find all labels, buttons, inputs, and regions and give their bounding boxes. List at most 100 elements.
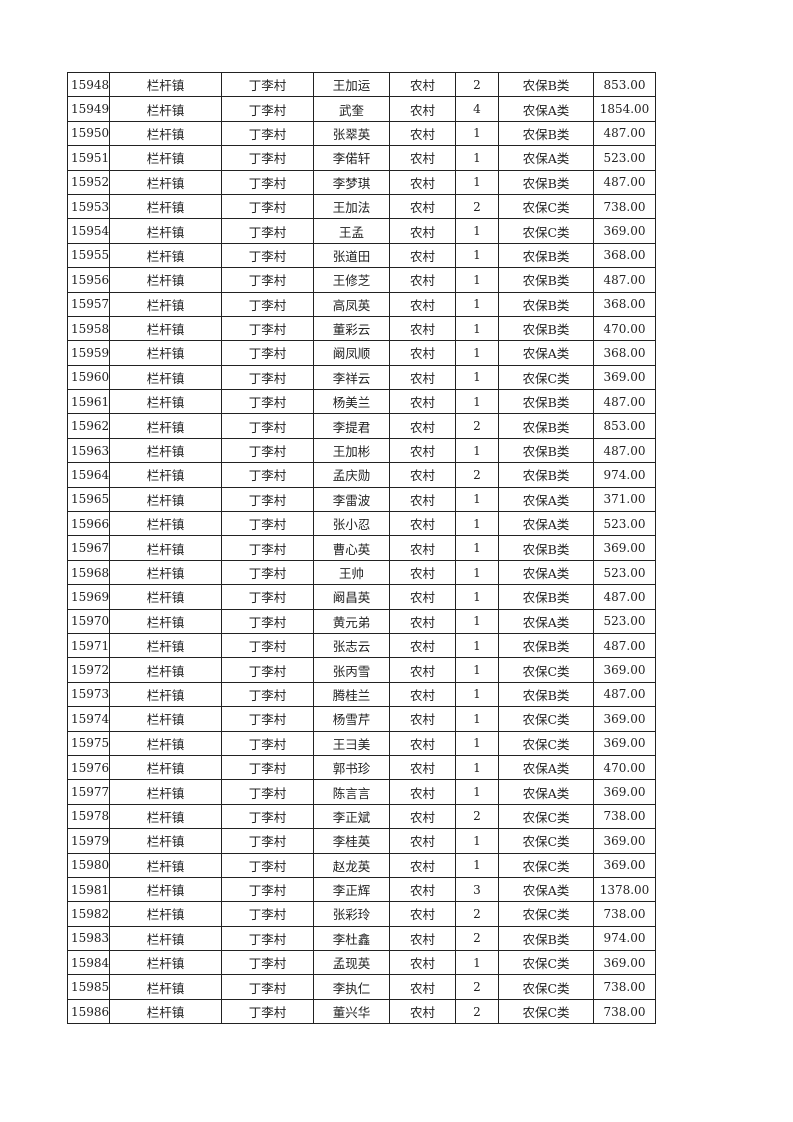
cell-amount: 523.00: [593, 511, 656, 537]
cell-row-id: 15970: [67, 608, 110, 634]
table-row: 15951 栏杆镇 丁李村 李偌轩 农村 1 农保A类 523.00: [67, 145, 656, 171]
cell-town: 栏杆镇: [109, 974, 222, 1000]
cell-row-id: 15978: [67, 803, 110, 830]
cell-insurance-category: 农保C类: [498, 803, 594, 830]
cell-amount: 369.00: [593, 730, 656, 756]
cell-area-type: 农村: [389, 632, 456, 659]
cell-person-name: 孟现英: [313, 950, 390, 976]
cell-person-name: 曹心英: [313, 535, 390, 561]
cell-town: 栏杆镇: [109, 950, 222, 976]
cell-household-count: 1: [455, 486, 499, 513]
table-row: 15986 栏杆镇 丁李村 董兴华 农村 2 农保C类 738.00: [67, 998, 656, 1025]
cell-village: 丁李村: [221, 828, 314, 854]
cell-village: 丁李村: [221, 901, 314, 927]
table-row: 15965 栏杆镇 丁李村 李雷波 农村 1 农保A类 371.00: [67, 486, 656, 513]
cell-person-name: 王加运: [313, 71, 390, 98]
cell-amount: 738.00: [593, 974, 656, 1000]
cell-village: 丁李村: [221, 998, 314, 1025]
cell-row-id: 15949: [67, 96, 110, 122]
cell-area-type: 农村: [389, 315, 456, 342]
cell-village: 丁李村: [221, 803, 314, 830]
cell-row-id: 15976: [67, 754, 110, 781]
cell-amount: 523.00: [593, 559, 656, 586]
cell-row-id: 15979: [67, 828, 110, 854]
cell-town: 栏杆镇: [109, 71, 222, 98]
cell-insurance-category: 农保B类: [498, 462, 594, 488]
table-row: 15977 栏杆镇 丁李村 陈言言 农村 1 农保A类 369.00: [67, 779, 656, 805]
cell-insurance-category: 农保B类: [498, 535, 594, 561]
cell-person-name: 李杜鑫: [313, 925, 390, 952]
cell-village: 丁李村: [221, 681, 314, 708]
cell-person-name: 李桂英: [313, 828, 390, 854]
cell-area-type: 农村: [389, 950, 456, 976]
cell-village: 丁李村: [221, 559, 314, 586]
cell-amount: 738.00: [593, 998, 656, 1025]
cell-amount: 974.00: [593, 462, 656, 488]
cell-person-name: 高凤英: [313, 291, 390, 317]
cell-village: 丁李村: [221, 925, 314, 952]
cell-area-type: 农村: [389, 437, 456, 464]
cell-amount: 738.00: [593, 803, 656, 830]
table-row: 15948 栏杆镇 丁李村 王加运 农村 2 农保B类 853.00: [67, 71, 656, 98]
cell-amount: 523.00: [593, 608, 656, 634]
cell-row-id: 15972: [67, 657, 110, 683]
cell-area-type: 农村: [389, 340, 456, 366]
cell-amount: 487.00: [593, 169, 656, 195]
cell-person-name: 赵龙英: [313, 852, 390, 878]
cell-village: 丁李村: [221, 852, 314, 878]
cell-person-name: 张丙雪: [313, 657, 390, 683]
cell-village: 丁李村: [221, 340, 314, 366]
table-row: 15963 栏杆镇 丁李村 王加彬 农村 1 农保B类 487.00: [67, 437, 656, 464]
cell-area-type: 农村: [389, 242, 456, 269]
cell-area-type: 农村: [389, 535, 456, 561]
cell-town: 栏杆镇: [109, 730, 222, 756]
cell-person-name: 张彩玲: [313, 901, 390, 927]
cell-area-type: 农村: [389, 706, 456, 732]
table-row: 15968 栏杆镇 丁李村 王帅 农村 1 农保A类 523.00: [67, 559, 656, 586]
cell-village: 丁李村: [221, 389, 314, 415]
table-row: 15974 栏杆镇 丁李村 杨雪芹 农村 1 农保C类 369.00: [67, 706, 656, 732]
cell-town: 栏杆镇: [109, 511, 222, 537]
cell-household-count: 1: [455, 828, 499, 854]
cell-amount: 487.00: [593, 389, 656, 415]
cell-village: 丁李村: [221, 169, 314, 195]
table-row: 15979 栏杆镇 丁李村 李桂英 农村 1 农保C类 369.00: [67, 828, 656, 854]
table-row: 15973 栏杆镇 丁李村 腾桂兰 农村 1 农保B类 487.00: [67, 681, 656, 708]
cell-village: 丁李村: [221, 535, 314, 561]
table-row: 15981 栏杆镇 丁李村 李正辉 农村 3 农保A类 1378.00: [67, 876, 656, 903]
cell-row-id: 15985: [67, 974, 110, 1000]
cell-person-name: 杨雪芹: [313, 706, 390, 732]
cell-village: 丁李村: [221, 876, 314, 903]
cell-area-type: 农村: [389, 779, 456, 805]
cell-area-type: 农村: [389, 389, 456, 415]
cell-village: 丁李村: [221, 608, 314, 634]
table-row: 15957 栏杆镇 丁李村 高凤英 农村 1 农保B类 368.00: [67, 291, 656, 317]
cell-amount: 853.00: [593, 71, 656, 98]
cell-insurance-category: 农保B类: [498, 584, 594, 610]
cell-household-count: 1: [455, 950, 499, 976]
cell-person-name: 阚昌英: [313, 584, 390, 610]
cell-insurance-category: 农保C类: [498, 193, 594, 220]
table-row: 15964 栏杆镇 丁李村 孟庆勋 农村 2 农保B类 974.00: [67, 462, 656, 488]
cell-person-name: 董彩云: [313, 315, 390, 342]
table-row: 15975 栏杆镇 丁李村 王彐美 农村 1 农保C类 369.00: [67, 730, 656, 756]
cell-amount: 470.00: [593, 315, 656, 342]
cell-household-count: 1: [455, 364, 499, 391]
cell-household-count: 1: [455, 315, 499, 342]
cell-insurance-category: 农保B类: [498, 291, 594, 317]
cell-town: 栏杆镇: [109, 96, 222, 122]
cell-village: 丁李村: [221, 242, 314, 269]
cell-insurance-category: 农保A类: [498, 340, 594, 366]
cell-town: 栏杆镇: [109, 584, 222, 610]
cell-person-name: 张道田: [313, 242, 390, 269]
cell-village: 丁李村: [221, 193, 314, 220]
cell-insurance-category: 农保B类: [498, 925, 594, 952]
cell-area-type: 农村: [389, 218, 456, 244]
cell-village: 丁李村: [221, 754, 314, 781]
cell-village: 丁李村: [221, 511, 314, 537]
cell-town: 栏杆镇: [109, 925, 222, 952]
cell-insurance-category: 农保B类: [498, 389, 594, 415]
table-row: 15972 栏杆镇 丁李村 张丙雪 农村 1 农保C类 369.00: [67, 657, 656, 683]
cell-amount: 974.00: [593, 925, 656, 952]
cell-household-count: 1: [455, 511, 499, 537]
